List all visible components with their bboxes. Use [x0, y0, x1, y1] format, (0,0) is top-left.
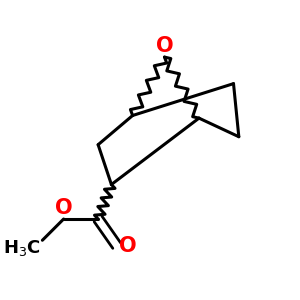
- Text: O: O: [156, 37, 173, 56]
- Text: O: O: [55, 198, 72, 218]
- Text: O: O: [118, 236, 136, 256]
- Text: H$_3$C: H$_3$C: [3, 238, 41, 258]
